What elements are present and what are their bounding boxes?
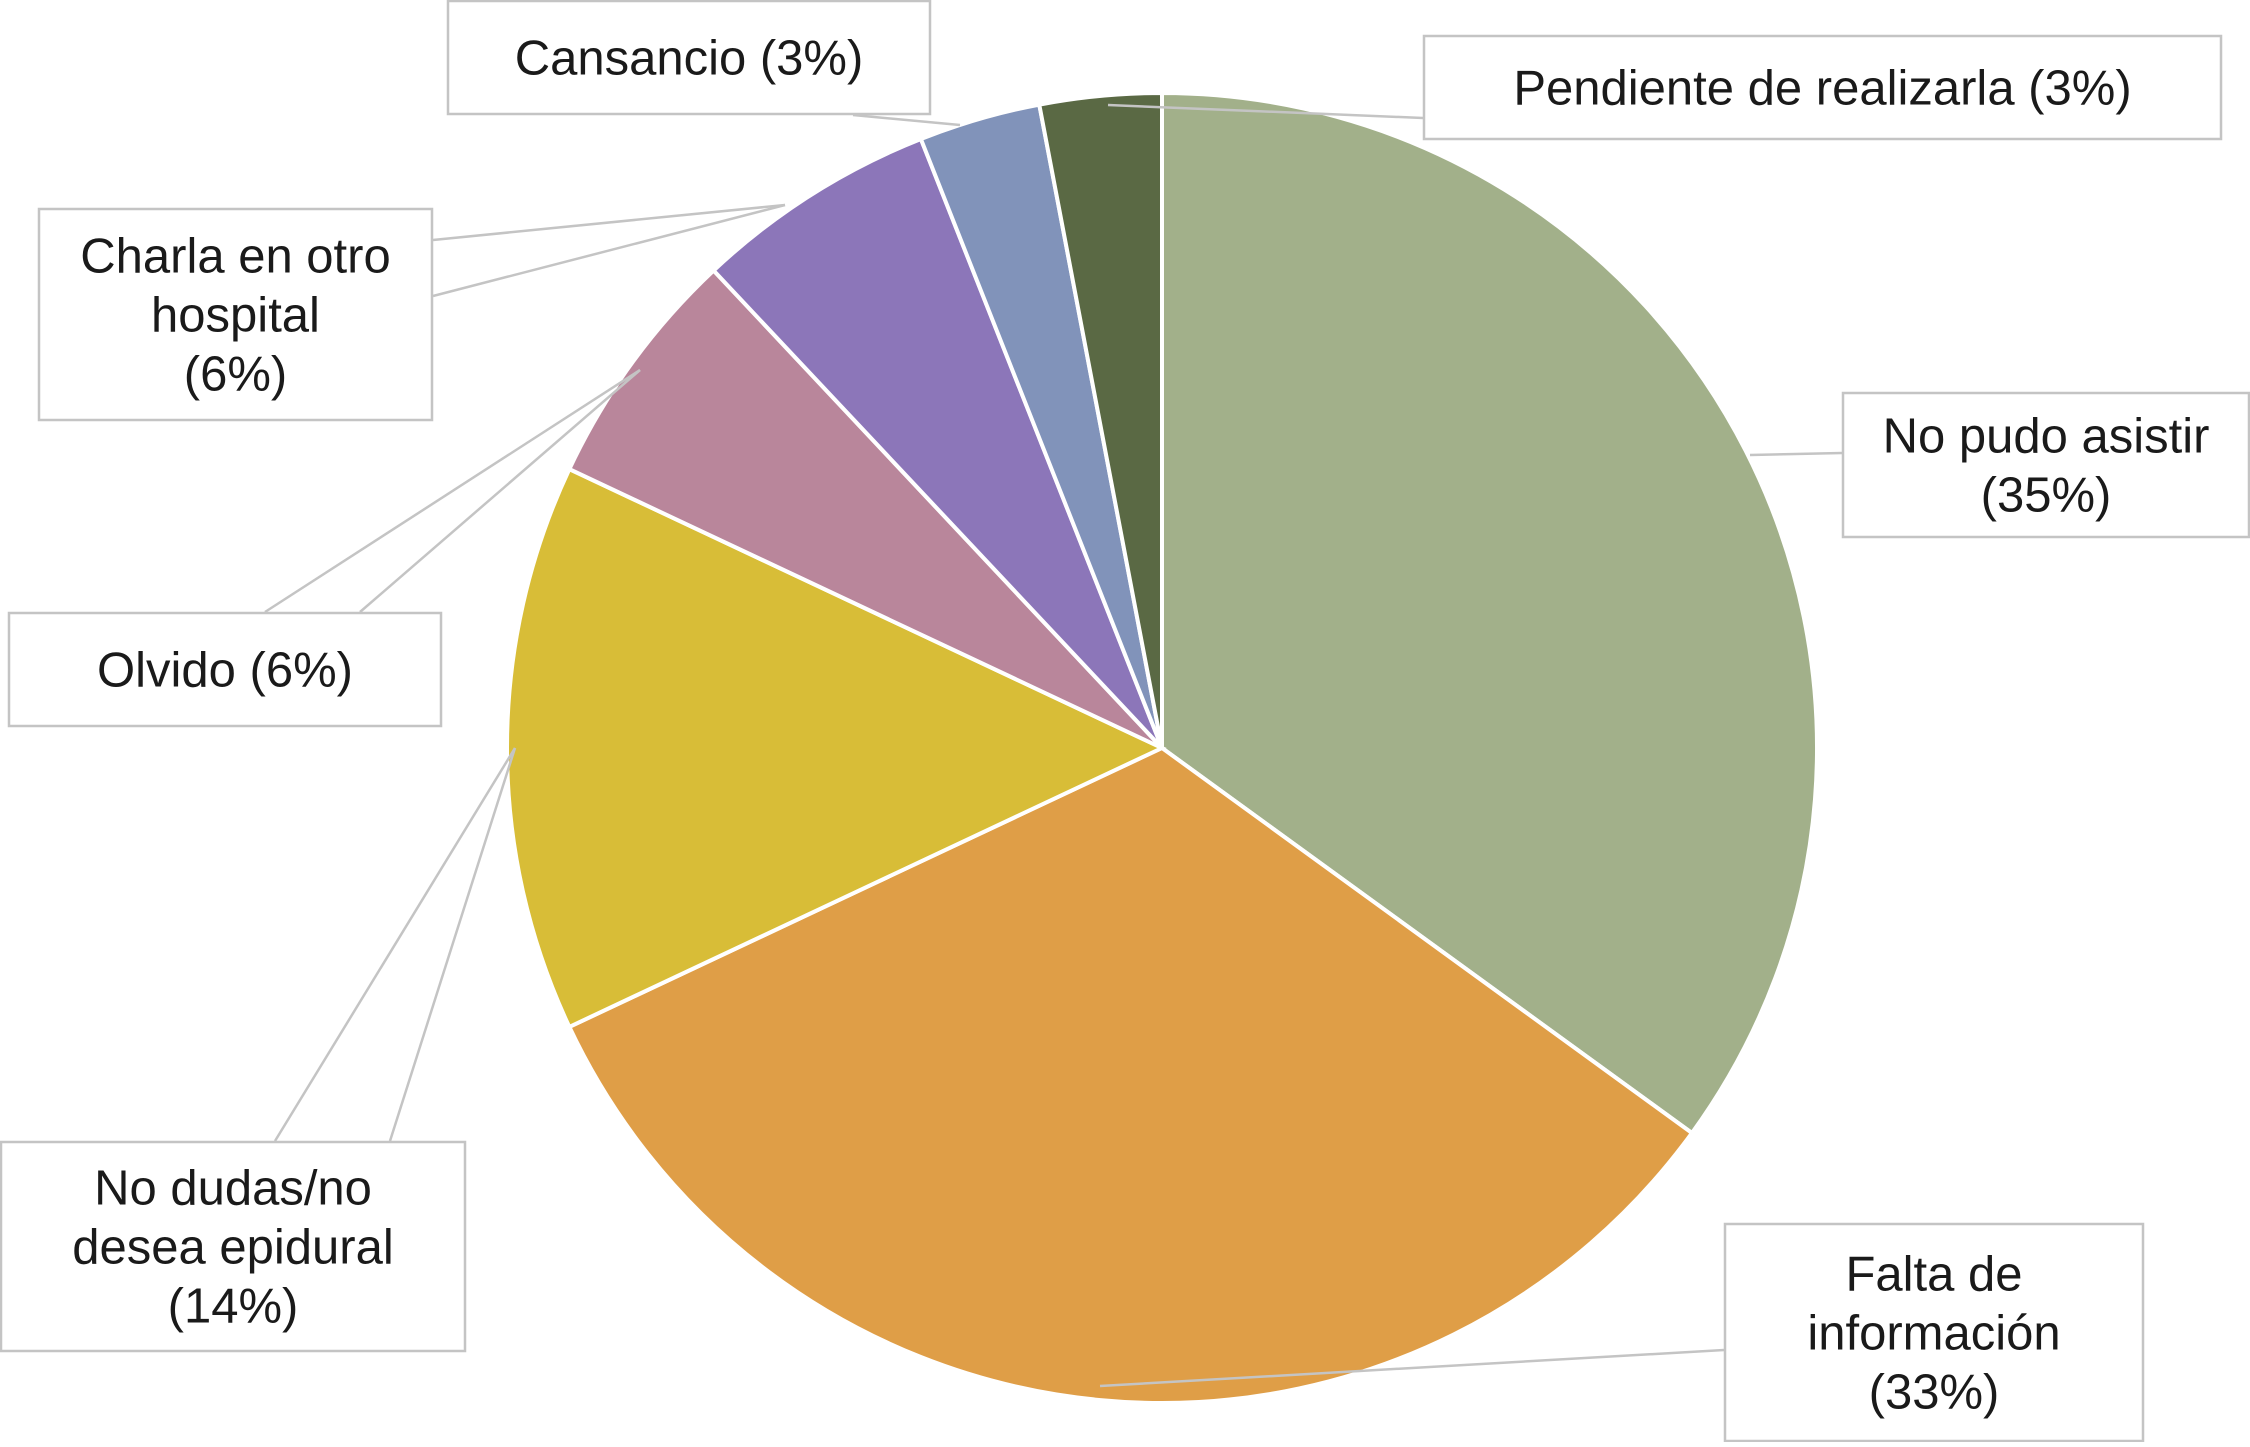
leader-line-3-1: [388, 747, 517, 1142]
label-box-1: [1841, 391, 2250, 539]
slice-label-1-line-2: (35%): [1981, 469, 2112, 523]
leader-line-2: [1099, 1348, 1725, 1388]
leader-line-6: [852, 113, 961, 127]
label-box-6: [446, 0, 932, 116]
slices-layer: [504, 90, 1819, 1406]
leader-line-3: [273, 747, 517, 1142]
slice-label-6-line-1: Cansancio (3%): [515, 32, 864, 86]
leader-lines-layer: [264, 103, 1843, 1388]
label-box-4: [7, 611, 443, 728]
slice-label-3-line-3: (14%): [168, 1280, 299, 1334]
slice-label-5-line-1: Charla en otro: [80, 230, 391, 284]
pie-slice-2: [566, 745, 1695, 1406]
pie-slice-7: [1036, 90, 1164, 749]
slice-label-3-line-2: desea epidural: [72, 1221, 393, 1275]
leader-line-4: [264, 368, 641, 614]
slice-label-7-line-1: Pendiente de realizarla (3%): [1513, 62, 2131, 116]
pie-slice-4: [566, 267, 1164, 750]
leader-line-1: [1749, 451, 1843, 457]
leader-line-5-1: [432, 203, 786, 242]
pie-slice-3: [504, 466, 1167, 1030]
label-box-2: [1723, 1222, 2145, 1443]
label-box-5: [37, 207, 434, 422]
slice-label-2-line-2: información: [1807, 1307, 2060, 1361]
slice-label-4-line-1: Olvido (6%): [97, 644, 353, 698]
slice-label-5-line-3: (6%): [184, 348, 287, 402]
leader-line-4-1: [359, 369, 641, 613]
label-box-3: [0, 1140, 467, 1353]
pie-slice-5: [710, 136, 1164, 750]
leader-line-5: [432, 203, 786, 298]
pie-slice-1: [1160, 90, 1819, 1136]
slice-label-1-line-1: No pudo asistir: [1883, 410, 2210, 464]
label-box-7: [1422, 34, 2223, 141]
slice-label-5-line-2: hospital: [151, 289, 320, 343]
slice-label-3-line-1: No dudas/no: [94, 1162, 372, 1216]
slice-label-2-line-1: Falta de: [1845, 1248, 2022, 1302]
slice-label-2-line-3: (33%): [1869, 1366, 2000, 1420]
leader-line-7: [1107, 103, 1424, 120]
